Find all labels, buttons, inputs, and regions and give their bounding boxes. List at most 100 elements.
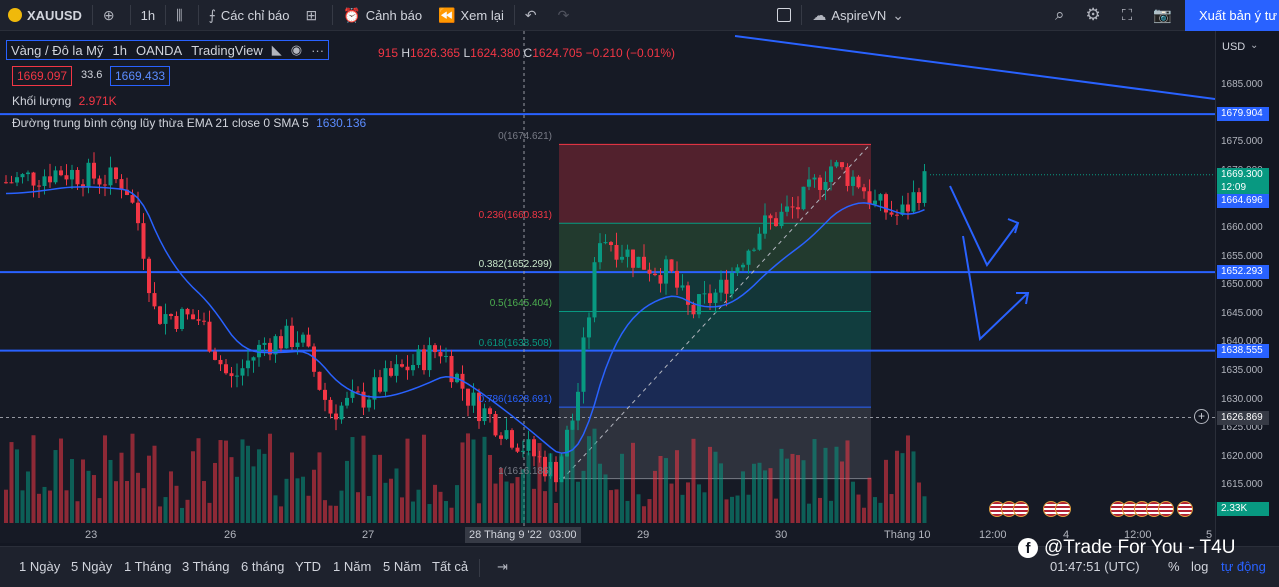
price-chart[interactable]: [0, 31, 1215, 543]
volume-bar: [416, 489, 421, 523]
indicators-button[interactable]: ⨍ Các chỉ báo: [201, 0, 298, 31]
price-axis-tag[interactable]: 1652.293: [1217, 265, 1269, 280]
range-all[interactable]: Tất cả: [432, 559, 469, 574]
range-ytd[interactable]: YTD: [295, 559, 321, 574]
compare-button[interactable]: ⊕: [95, 0, 128, 31]
volume-bar: [97, 498, 102, 523]
events-group-4[interactable]: [1177, 501, 1193, 517]
price-axis-tag[interactable]: 1679.904: [1217, 107, 1269, 122]
hide-caret-icon[interactable]: ◣: [271, 42, 282, 57]
candle-body: [708, 293, 712, 303]
candle-body: [317, 371, 322, 390]
price-tick: 1640.000: [1221, 336, 1263, 348]
candle-body: [631, 249, 635, 268]
eye-icon[interactable]: ◉: [290, 42, 303, 57]
price-axis-tag[interactable]: 1638.555: [1217, 343, 1269, 358]
layout-name-button[interactable]: ☁ AspireVN ⌄: [804, 0, 917, 31]
time-axis[interactable]: 23 26 27 28 Tháng 9 '22 03:00 29 30 Thán…: [0, 524, 1215, 546]
volume-bar: [768, 468, 773, 523]
candle-body: [565, 429, 569, 457]
volume-bar: [251, 466, 256, 523]
candle-body: [416, 349, 421, 365]
fullscreen-button[interactable]: ⛶: [1114, 0, 1146, 31]
price-axis-tag[interactable]: 2.33K: [1217, 502, 1269, 516]
events-group-3[interactable]: [1110, 501, 1174, 517]
price-tick: 1660.000: [1221, 222, 1263, 233]
events-group-2[interactable]: [1043, 501, 1071, 517]
volume-bar: [339, 490, 344, 523]
range-5y[interactable]: 5 Năm: [383, 559, 422, 574]
candle-body: [873, 200, 877, 205]
redo-button[interactable]: ↷: [550, 0, 583, 31]
auto-toggle[interactable]: tự động: [1221, 559, 1266, 574]
volume-bar: [229, 457, 234, 523]
candle-body: [823, 181, 828, 190]
candle-body: [796, 207, 800, 210]
candle-body: [290, 325, 294, 348]
price-axis-tag[interactable]: 1626.869: [1217, 410, 1269, 425]
interval-button[interactable]: 1h: [133, 0, 163, 31]
percent-toggle[interactable]: %: [1168, 559, 1180, 574]
price-axis-tag[interactable]: 1664.696: [1217, 194, 1269, 209]
bid-price-box[interactable]: 1669.097: [12, 66, 73, 86]
symbol-search[interactable]: XAUUSD: [0, 0, 90, 31]
alerts-button[interactable]: ⏰ Cảnh báo: [335, 0, 430, 31]
range-6m[interactable]: 6 tháng: [241, 559, 285, 574]
search-icon: ⌕: [1055, 5, 1065, 24]
candle-body: [906, 204, 910, 212]
candle-body: [669, 259, 674, 271]
price-tick: 1615.000: [1221, 479, 1263, 491]
clock-label[interactable]: 01:47:51 (UTC): [1050, 559, 1140, 574]
price-axis-tag[interactable]: 12:09: [1217, 180, 1269, 195]
crosshair-add-icon[interactable]: +: [1194, 409, 1209, 424]
range-1m[interactable]: 1 Tháng: [124, 559, 172, 574]
us-flag-icon[interactable]: [1158, 501, 1174, 517]
candle-body: [15, 177, 19, 183]
us-flag-icon[interactable]: [1013, 501, 1029, 517]
candle-body: [306, 334, 311, 347]
more-icon[interactable]: ···: [311, 42, 325, 58]
us-flag-icon[interactable]: [1177, 501, 1193, 517]
fib-label: 0.382(1652.299): [478, 259, 552, 271]
chart-type-button[interactable]: ⫼: [168, 0, 195, 31]
candle-body: [141, 223, 146, 259]
range-1d[interactable]: 1 Ngày: [19, 559, 61, 574]
volume-bar: [790, 453, 795, 523]
volume-bar: [196, 438, 201, 523]
log-toggle[interactable]: log: [1191, 559, 1209, 574]
layout-toggle[interactable]: [769, 0, 799, 31]
volume-bar: [207, 502, 212, 523]
calendar-goto-icon[interactable]: ⇥: [497, 559, 508, 574]
candle-body: [851, 176, 855, 186]
price-axis-tag[interactable]: 1669.300: [1217, 167, 1269, 182]
indicators-icon: ⨍: [208, 6, 216, 23]
templates-button[interactable]: ⊞: [298, 0, 331, 31]
settings-button[interactable]: ⚙: [1078, 0, 1114, 31]
series-title[interactable]: Vàng / Đô la Mỹ 1h OANDA TradingView ◣ ◉…: [6, 40, 330, 60]
us-flag-icon[interactable]: [1055, 501, 1071, 517]
candle-body: [790, 206, 795, 208]
fib-zone: [559, 223, 871, 273]
chart-legend: Vàng / Đô la Mỹ 1h OANDA TradingView ◣ ◉…: [6, 40, 330, 60]
range-3m[interactable]: 3 Tháng: [182, 559, 230, 574]
volume-bar: [356, 492, 360, 523]
volume-bar: [664, 458, 668, 523]
range-1y[interactable]: 1 Năm: [333, 559, 372, 574]
candle-body: [598, 243, 602, 263]
snapshot-button[interactable]: 📷: [1145, 0, 1185, 31]
candle-body: [724, 279, 729, 294]
replay-button[interactable]: ⏪ Xem lại: [430, 0, 512, 31]
candles-icon: ⫼: [176, 6, 183, 23]
candle-body: [917, 192, 921, 203]
candle-body: [279, 336, 283, 349]
publish-idea-button[interactable]: Xuất bản ý tư: [1185, 0, 1279, 31]
chart-pane[interactable]: [0, 31, 1215, 543]
search-button[interactable]: ⌕: [1047, 0, 1078, 31]
range-5d[interactable]: 5 Ngày: [71, 559, 113, 574]
candle-body: [268, 342, 272, 355]
currency-label[interactable]: USD: [1222, 41, 1246, 53]
undo-button[interactable]: ↶: [517, 0, 550, 31]
volume-bar: [383, 482, 388, 523]
ask-price-box[interactable]: 1669.433: [110, 66, 171, 86]
events-group-1[interactable]: [989, 501, 1029, 517]
